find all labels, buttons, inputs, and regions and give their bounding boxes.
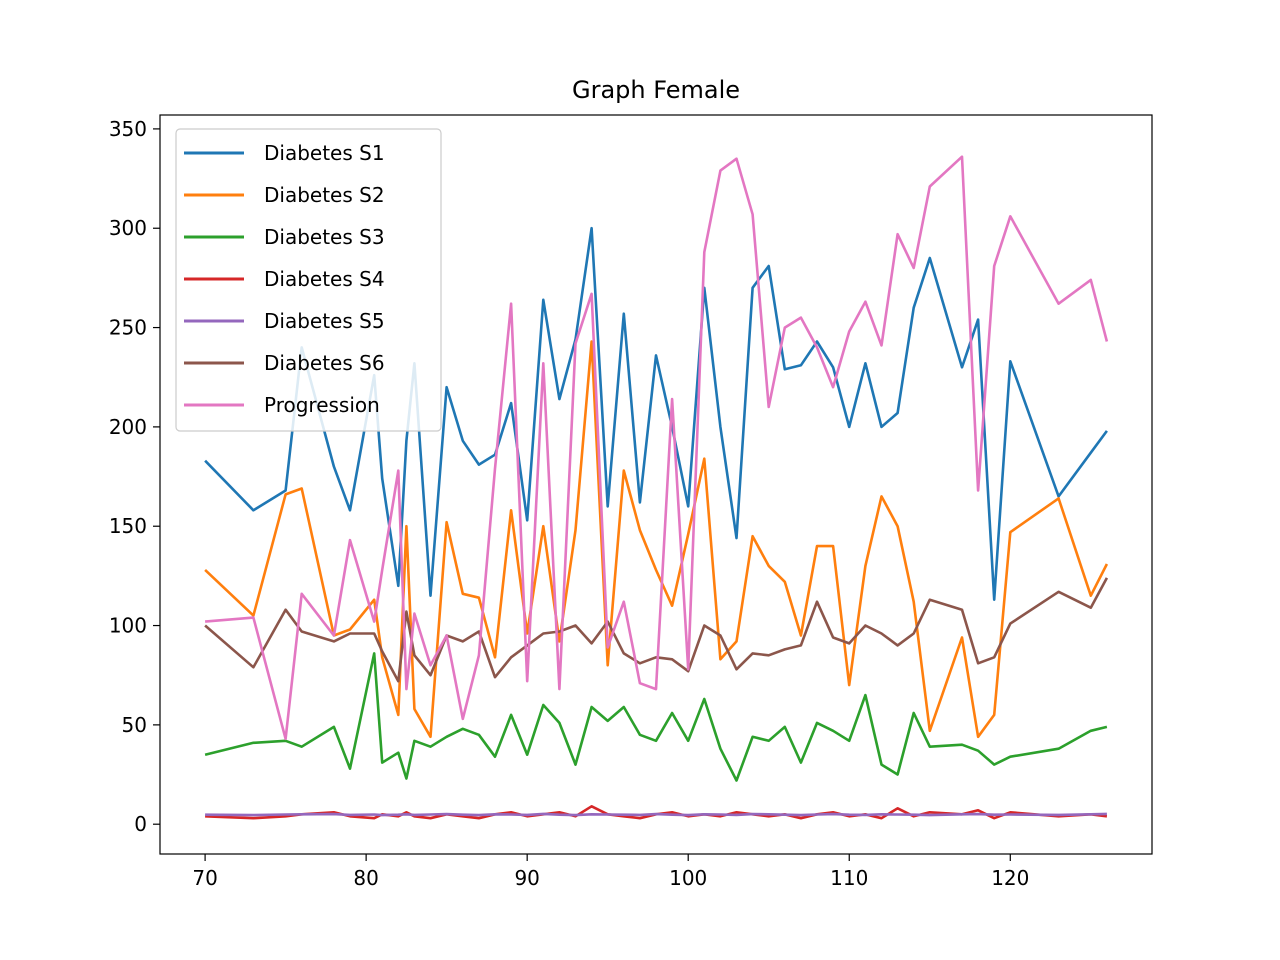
series-line-diabetes-s6 [204,577,1109,683]
legend: Diabetes S1 Diabetes S2 Diabetes S3 Diabete… [175,128,442,432]
y-tick-label: 0 [134,812,147,836]
x-tick-label: 110 [830,866,868,890]
legend-box [175,128,442,432]
y-tick-label: 300 [109,216,147,240]
plot-frame [159,114,1153,855]
series-line-progression [204,155,1109,741]
y-tick-label: 200 [109,415,147,439]
series-line-diabetes-s3 [204,652,1108,782]
x-tick-label: 100 [669,866,707,890]
series-line-diabetes-s5 [205,812,1107,817]
x-tick-label: 120 [991,866,1029,890]
legend-label: Diabetes S5 [264,309,385,333]
x-tick-label: 70 [192,866,217,890]
y-tick-label: 350 [109,117,147,141]
legend-label: Diabetes S1 [264,141,385,165]
series-line-diabetes-s2 [204,340,1109,739]
series-line-diabetes-s1 [204,226,1108,602]
legend-label: Diabetes S3 [264,225,385,249]
x-tick-label: 90 [514,866,539,890]
y-tick-label: 150 [109,514,147,538]
legend-label: Diabetes S2 [264,183,385,207]
legend-label: Diabetes S6 [264,351,385,375]
x-axis: 70 80 90 100 110 120 [192,854,1029,890]
y-tick-label: 50 [122,713,147,737]
series-layer [204,155,1109,820]
legend-label: Progression [264,393,380,417]
legend-label: Diabetes S4 [264,267,385,291]
x-tick-label: 80 [353,866,378,890]
y-axis: 0 50 100 150 200 250 300 350 [109,117,160,836]
y-tick-label: 100 [109,614,147,638]
chart-title: Graph Female [572,76,740,104]
y-tick-label: 250 [109,316,147,340]
